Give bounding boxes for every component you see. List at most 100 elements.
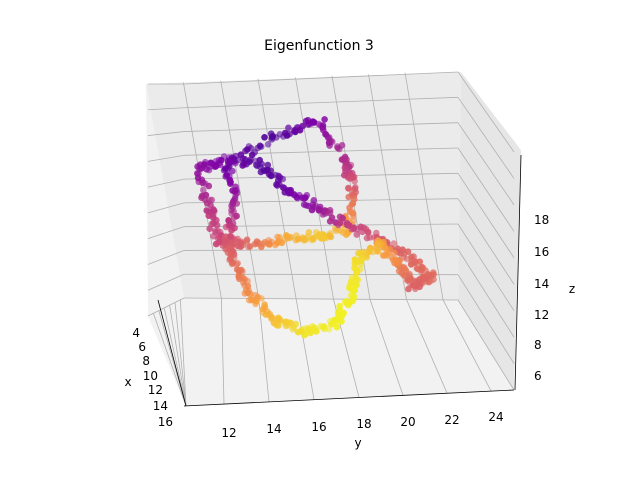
z-axis-label: z xyxy=(569,282,575,296)
scatter-point xyxy=(228,154,236,161)
gridline xyxy=(295,298,315,400)
scatter-point xyxy=(312,229,320,236)
y-tick-label: 18 xyxy=(356,417,371,431)
z-tick-label: 8 xyxy=(534,338,542,352)
scatter-point xyxy=(245,243,252,251)
x-axis-label: x xyxy=(124,375,131,389)
scatter-point xyxy=(349,200,357,207)
scatter-point xyxy=(345,193,353,201)
scatter-point xyxy=(308,206,316,214)
scatter-point xyxy=(229,200,236,207)
x-tick-label: 12 xyxy=(148,383,163,397)
scatter-point xyxy=(233,266,241,273)
scatter-point xyxy=(203,207,210,214)
gridline xyxy=(180,299,187,407)
scatter-point xyxy=(222,238,230,245)
gridline xyxy=(147,226,185,240)
gridline xyxy=(183,71,459,85)
scatter-point xyxy=(220,153,228,160)
scatter-point xyxy=(350,225,357,233)
scatter-point xyxy=(261,134,268,141)
scatter-point xyxy=(202,191,210,199)
scatter-point xyxy=(225,217,232,224)
axis-edges xyxy=(157,154,522,407)
scatter-point xyxy=(299,122,307,130)
gridline xyxy=(147,202,185,214)
scatter-point xyxy=(325,325,333,333)
scatter-point xyxy=(213,221,221,229)
gridline xyxy=(163,307,187,407)
z-tick-label: 18 xyxy=(534,213,549,227)
scatter-point xyxy=(352,257,360,265)
scatter-point xyxy=(227,232,234,240)
gridline xyxy=(457,71,515,153)
scatter-point xyxy=(352,281,360,288)
scatter-point xyxy=(259,305,267,313)
scatter-point xyxy=(374,240,381,248)
scatter-point xyxy=(252,300,259,308)
scatter-points xyxy=(194,116,437,339)
scatter-point xyxy=(326,218,334,225)
gridline xyxy=(369,299,404,396)
gridline xyxy=(457,147,515,232)
gridline xyxy=(147,273,185,291)
gridline xyxy=(183,96,459,109)
scatter-point xyxy=(345,301,352,309)
scatter-point xyxy=(241,156,249,163)
scatter-point xyxy=(215,238,223,246)
scatter-point xyxy=(422,275,429,282)
gridline xyxy=(257,79,297,299)
scatter-point xyxy=(194,174,202,182)
scatter-point xyxy=(285,124,292,132)
scatter-point xyxy=(294,328,302,336)
scatter-point xyxy=(326,209,334,217)
gridline xyxy=(457,299,515,391)
scatter-point xyxy=(232,159,239,167)
scatter-point xyxy=(347,161,355,169)
scatter-point xyxy=(395,267,403,275)
scatter-point xyxy=(357,260,365,268)
scatter-point xyxy=(299,194,306,202)
x-tick-label: 4 xyxy=(132,326,140,340)
scatter-point xyxy=(422,267,429,275)
scatter-point xyxy=(279,175,287,183)
scatter-point xyxy=(273,134,280,141)
scatter-point xyxy=(206,225,213,232)
scatter-point xyxy=(351,177,358,185)
scatter-point xyxy=(236,275,243,283)
gridline xyxy=(169,305,187,407)
gridline xyxy=(295,77,334,300)
z-tick-label: 14 xyxy=(534,277,549,291)
scatter-point xyxy=(210,207,218,214)
y-tick-label: 16 xyxy=(311,420,326,434)
scatter-point xyxy=(328,138,336,145)
scatter-point xyxy=(347,292,355,299)
y-tick-label: 24 xyxy=(488,410,503,424)
scatter-point xyxy=(264,141,272,148)
gridline xyxy=(174,302,187,407)
scatter-point xyxy=(281,129,289,137)
scatter-point xyxy=(333,323,341,331)
scatter-point xyxy=(390,249,398,257)
scatter-point xyxy=(412,259,419,267)
scatter-point xyxy=(310,197,318,204)
scatter-point xyxy=(405,285,412,293)
scatter-point xyxy=(336,145,343,153)
gridline xyxy=(183,297,459,301)
y-tick-label: 20 xyxy=(400,415,415,429)
scatter-point xyxy=(336,219,344,227)
scatter-point xyxy=(353,231,361,238)
right-pane xyxy=(458,72,521,390)
scatter-point xyxy=(212,228,219,236)
gridline xyxy=(457,198,515,285)
scatter-point xyxy=(364,228,372,236)
scatter-point xyxy=(299,235,307,243)
x-tick-label: 8 xyxy=(142,354,150,368)
scatter-point xyxy=(275,180,283,188)
gridline xyxy=(147,154,185,162)
gridline xyxy=(457,97,515,179)
y-tick-label: 14 xyxy=(266,422,281,436)
y-tick-label: 12 xyxy=(221,426,236,440)
scatter-point xyxy=(251,240,259,248)
